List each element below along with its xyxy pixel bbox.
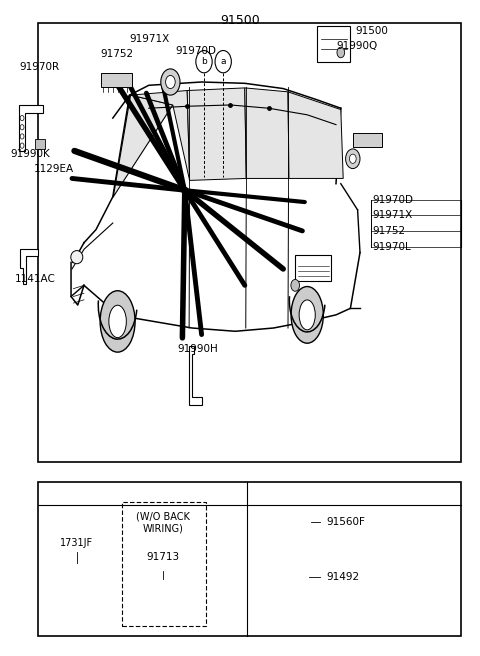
Circle shape: [337, 47, 345, 58]
Ellipse shape: [71, 251, 83, 264]
Circle shape: [349, 154, 356, 163]
Ellipse shape: [299, 300, 315, 330]
Text: 91500: 91500: [355, 26, 388, 37]
Text: 91970R: 91970R: [19, 62, 60, 72]
Polygon shape: [19, 105, 43, 151]
Circle shape: [20, 125, 24, 130]
Bar: [317, 26, 350, 62]
Circle shape: [20, 134, 24, 139]
Text: 91713: 91713: [146, 552, 180, 562]
Text: 91971X: 91971X: [372, 210, 412, 220]
Polygon shape: [187, 88, 246, 180]
Circle shape: [196, 51, 212, 73]
Bar: [295, 255, 331, 281]
Circle shape: [161, 590, 166, 597]
Text: 91990H: 91990H: [178, 344, 218, 354]
Circle shape: [291, 279, 300, 291]
Bar: [38, 482, 461, 636]
Polygon shape: [189, 346, 202, 405]
Polygon shape: [131, 91, 190, 180]
Circle shape: [65, 563, 88, 594]
Text: 91560F: 91560F: [326, 516, 365, 527]
Text: 91970D: 91970D: [175, 46, 216, 56]
Bar: [353, 133, 382, 147]
Text: 91990Q: 91990Q: [336, 41, 377, 51]
Bar: [35, 139, 45, 149]
Circle shape: [215, 51, 231, 73]
Text: 1731JF: 1731JF: [60, 539, 94, 548]
Ellipse shape: [109, 305, 126, 338]
Circle shape: [161, 69, 180, 95]
Circle shape: [74, 575, 79, 582]
Text: 1141AC: 1141AC: [14, 274, 55, 284]
Text: b: b: [252, 491, 257, 500]
Text: 91500: 91500: [220, 14, 260, 28]
Bar: [38, 23, 461, 462]
Circle shape: [289, 507, 311, 536]
Circle shape: [166, 75, 175, 89]
Circle shape: [71, 570, 83, 587]
Circle shape: [248, 486, 261, 504]
Text: 91990K: 91990K: [11, 148, 50, 159]
Ellipse shape: [291, 287, 324, 343]
Bar: [101, 73, 132, 87]
Text: 91752: 91752: [101, 49, 134, 59]
Text: a: a: [44, 491, 49, 500]
Text: 91971X: 91971X: [130, 34, 170, 45]
Circle shape: [346, 149, 360, 169]
Circle shape: [153, 579, 174, 608]
Text: b: b: [201, 57, 207, 66]
Circle shape: [40, 486, 53, 504]
Text: 91492: 91492: [326, 572, 360, 583]
Polygon shape: [113, 95, 173, 197]
Wedge shape: [301, 503, 312, 515]
Text: a: a: [220, 57, 226, 66]
Polygon shape: [20, 249, 38, 284]
Polygon shape: [288, 92, 343, 178]
Text: 91970D: 91970D: [372, 195, 413, 205]
Polygon shape: [245, 88, 289, 178]
Bar: [122, 502, 206, 626]
Text: 91752: 91752: [372, 226, 405, 236]
Circle shape: [20, 115, 24, 121]
Ellipse shape: [100, 291, 135, 352]
Text: 1129EA: 1129EA: [34, 164, 74, 174]
Circle shape: [296, 571, 304, 583]
Circle shape: [157, 586, 169, 602]
Circle shape: [291, 565, 309, 589]
Circle shape: [295, 514, 305, 529]
Text: 91970L: 91970L: [372, 241, 411, 252]
Circle shape: [20, 143, 24, 148]
Text: (W/O BACK
WIRING): (W/O BACK WIRING): [136, 512, 190, 533]
